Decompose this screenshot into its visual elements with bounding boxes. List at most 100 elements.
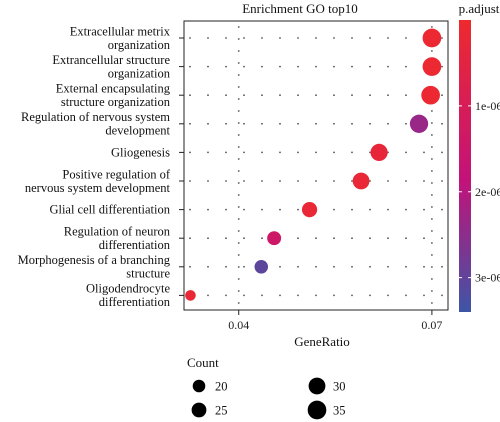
size-legend-label: 20 [215, 380, 228, 394]
grid-dot [237, 98, 240, 100]
grid-dot [431, 278, 433, 280]
term-label-line: Morphogenesis of a branching [18, 253, 171, 267]
grid-dot [237, 182, 240, 184]
grid-dot [405, 37, 407, 39]
grid-dot [351, 265, 353, 268]
grid-dot [333, 37, 335, 39]
grid-dot [297, 208, 299, 211]
grid-dot [297, 180, 299, 182]
grid-dot [243, 237, 245, 240]
grid-dot [225, 151, 227, 154]
grid-dot [333, 122, 335, 125]
size-legend-dot [192, 379, 206, 393]
data-point [352, 172, 370, 190]
grid-dot [369, 208, 371, 211]
y-axis-term-labels: Extracellular metrix organizationExtrance… [18, 24, 184, 309]
grid-dot [279, 94, 281, 97]
grid-dot [423, 208, 425, 211]
grid-dot [189, 94, 191, 97]
grid-dot [237, 146, 240, 148]
grid-dot [237, 74, 240, 76]
grid-dot [405, 122, 407, 125]
grid-dot [237, 302, 240, 304]
grid-dot [441, 37, 443, 39]
size-legend: 20 25 30 35 [191, 377, 346, 420]
grid-dot [315, 122, 317, 125]
grid-dot [315, 294, 317, 297]
size-legend-dot [307, 400, 327, 420]
grid-dot [315, 265, 317, 268]
grid-dot [261, 180, 263, 182]
plot-panel [183, 20, 449, 311]
grid-dot [225, 122, 227, 125]
size-legend-label: 35 [333, 404, 346, 418]
size-legend-label: 30 [333, 380, 346, 394]
term-label-line: Extrancellular structure [52, 53, 170, 67]
grid-dot [297, 94, 299, 97]
grid-dot [243, 122, 245, 125]
grid-dot [315, 94, 317, 97]
color-bar-tick-label: 2e-06 [475, 185, 500, 199]
grid-dot [237, 110, 240, 112]
grid-dot [441, 237, 443, 240]
grid-dot [441, 208, 443, 211]
term-label: Glial cell differentiation [49, 203, 170, 217]
grid-dot [207, 94, 209, 97]
grid-dot [405, 180, 407, 182]
grid-dot [189, 180, 191, 182]
grid-dot [315, 180, 317, 182]
grid-dot [387, 208, 389, 211]
grid-dot [351, 37, 353, 39]
color-bar-ticks: 1e-06 2e-06 3e-06 [459, 99, 500, 285]
term-label-line: differentiation [99, 238, 171, 252]
grid-dot [369, 237, 371, 240]
grid-dot [333, 180, 335, 182]
grid-dot [333, 151, 335, 154]
x-tick-label: 0.07 [421, 318, 442, 332]
grid-dot [441, 294, 443, 297]
grid-dot [237, 206, 240, 208]
grid-dot [237, 158, 240, 160]
grid-dot [261, 37, 263, 39]
grid-dot [261, 294, 263, 297]
grid-dot [423, 180, 425, 182]
grid-dot [225, 180, 227, 182]
grid-dot [237, 254, 240, 256]
size-legend-label: 25 [215, 404, 228, 418]
grid-dot [387, 37, 389, 39]
grid-dot [237, 134, 240, 136]
grid-dot [243, 37, 245, 39]
grid-dot [237, 290, 240, 292]
grid-dot [423, 294, 425, 297]
grid-dot [431, 290, 433, 292]
grid-dot [207, 294, 209, 297]
grid-dot [189, 265, 191, 268]
grid-dot [369, 180, 371, 182]
grid-dot [297, 294, 299, 297]
grid-dot [351, 122, 353, 125]
grid-dot [431, 206, 433, 208]
grid-dot [333, 265, 335, 268]
grid-dot [279, 151, 281, 154]
color-bar-tick-label: 1e-06 [475, 99, 500, 113]
grid-dot [237, 86, 240, 88]
grid-dot [237, 26, 240, 28]
grid-dot [189, 237, 191, 240]
term-label-line: Positive regulation of [62, 167, 170, 181]
term-label-line: structure [126, 267, 170, 281]
grid-dot [369, 94, 371, 97]
grid-dot [237, 50, 240, 52]
grid-dot [431, 194, 433, 196]
grid-dot [261, 151, 263, 154]
grid-dot [431, 50, 433, 52]
grid-dot [351, 180, 353, 182]
grid-dot [387, 122, 389, 125]
grid-dot [237, 242, 240, 244]
grid-dot [431, 182, 433, 184]
grid-dot [225, 94, 227, 97]
grid-dot [315, 65, 317, 68]
grid-dot [207, 208, 209, 211]
grid-dot [243, 294, 245, 297]
term-label: Extrancellular structure organization [52, 53, 170, 81]
grid-dot [431, 302, 433, 304]
